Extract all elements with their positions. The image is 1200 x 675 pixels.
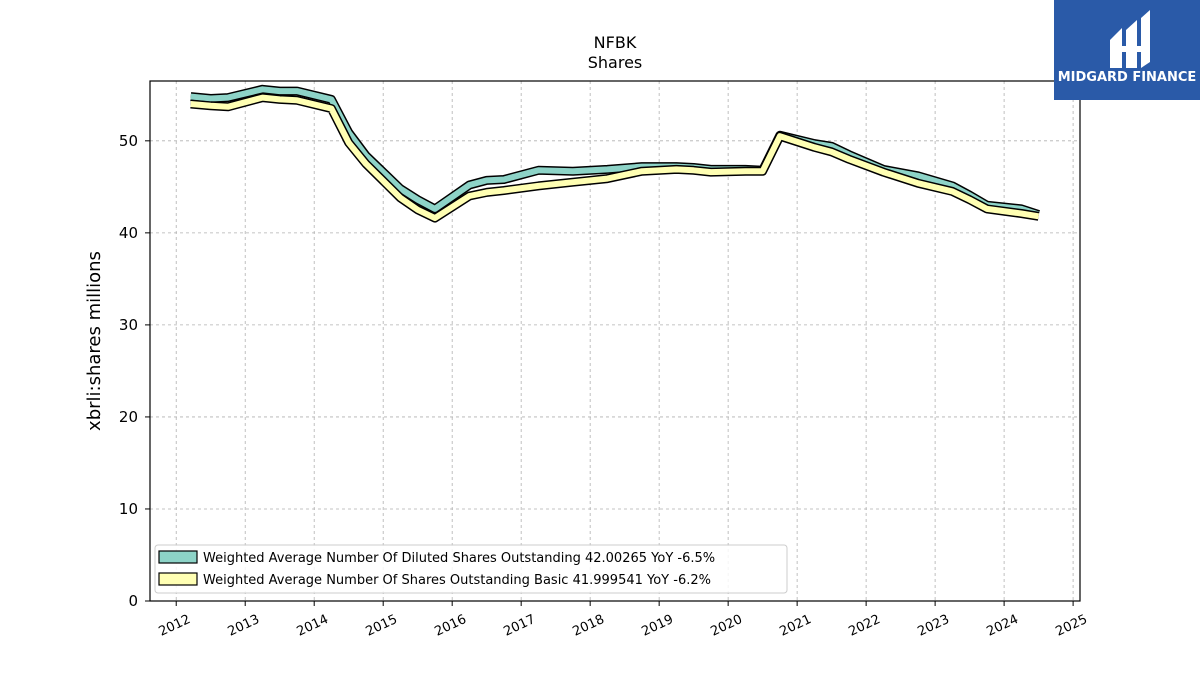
x-tick-label: 2012 (157, 612, 193, 640)
chart-title: NFBK (594, 33, 637, 52)
series-line (190, 94, 1040, 222)
x-axis: 2012 2013 2014 2015 2016 2017 2018 2019 2020 2021… (157, 601, 1090, 640)
y-tick-label: 50 (119, 132, 138, 150)
x-tick-label: 2020 (709, 612, 745, 640)
series-layer (190, 84, 1040, 223)
legend-label-diluted: Weighted Average Number Of Diluted Share… (203, 551, 715, 566)
y-axis: 0 10 20 30 40 50 (119, 132, 150, 610)
x-tick-label: 2021 (777, 612, 813, 640)
plot-frame (149, 80, 1081, 602)
y-tick-label: 20 (119, 408, 138, 426)
brand-logo: MIDGARD FINANCE (1054, 0, 1200, 100)
y-tick-label: 30 (119, 316, 138, 334)
logo-text: MIDGARD FINANCE (1058, 70, 1197, 85)
midgard-logo-icon (1110, 10, 1150, 68)
y-axis-label: xbrli:shares millions (84, 251, 105, 431)
chart-subtitle: Shares (588, 53, 643, 72)
y-tick-label: 40 (119, 224, 138, 242)
series-outline (190, 93, 1040, 223)
x-tick-label: 2025 (1053, 612, 1089, 640)
grid (150, 81, 1080, 602)
y-tick-label: 10 (119, 500, 138, 518)
x-tick-label: 2022 (846, 612, 882, 640)
x-tick-label: 2013 (226, 612, 262, 640)
legend-label-basic: Weighted Average Number Of Shares Outsta… (203, 573, 711, 588)
x-tick-label: 2016 (433, 612, 469, 640)
x-tick-label: 2015 (364, 612, 400, 640)
x-tick-label: 2018 (571, 612, 607, 640)
legend-swatch-diluted (158, 550, 198, 564)
x-tick-label: 2019 (640, 612, 676, 640)
legend: Weighted Average Number Of Diluted Share… (154, 544, 788, 594)
x-tick-label: 2017 (502, 612, 538, 640)
y-tick-label: 0 (128, 592, 138, 610)
series-basic (190, 93, 1040, 223)
legend-swatch-basic (158, 572, 198, 586)
x-tick-label: 2023 (915, 612, 951, 640)
x-tick-label: 2014 (295, 612, 331, 640)
x-tick-label: 2024 (984, 612, 1020, 640)
legend-box (154, 544, 788, 594)
